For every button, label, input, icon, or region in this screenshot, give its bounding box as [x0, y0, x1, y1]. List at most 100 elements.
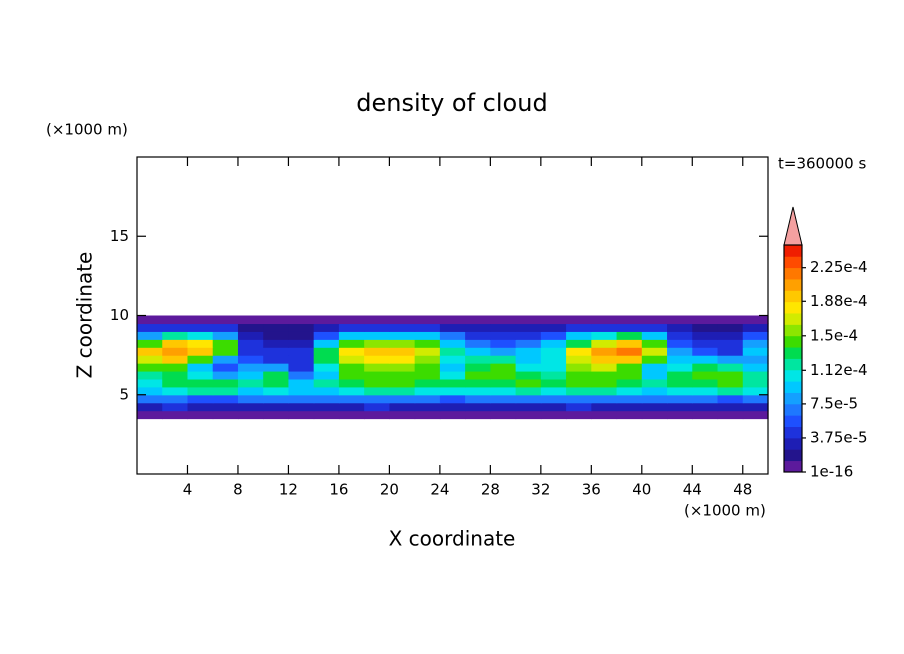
- cell: [667, 394, 693, 404]
- cell: [439, 315, 466, 325]
- cell: [338, 394, 365, 404]
- colorbar-frame: [783, 244, 803, 473]
- cell: [288, 363, 315, 372]
- cell: [439, 339, 466, 348]
- cell: [465, 323, 491, 332]
- cell: [137, 339, 163, 348]
- cell: [566, 323, 592, 332]
- cell: [439, 402, 466, 412]
- cell: [187, 323, 214, 332]
- cell: [742, 331, 769, 340]
- cell: [414, 378, 441, 388]
- cell: [364, 378, 390, 388]
- x-tick-label: 48: [733, 481, 752, 499]
- cell: [288, 315, 315, 325]
- cell: [566, 378, 592, 388]
- cell: [162, 355, 189, 364]
- cell: [667, 402, 693, 412]
- cell: [515, 339, 542, 348]
- cell: [212, 386, 239, 396]
- colorbar-box: [784, 460, 802, 473]
- cell: [742, 355, 769, 364]
- cell: [263, 347, 290, 356]
- colorbar-box: [784, 313, 802, 325]
- cell: [540, 402, 567, 412]
- x-tick-label: 36: [582, 481, 601, 499]
- cell: [540, 410, 567, 420]
- cell: [212, 331, 239, 340]
- cell: [364, 323, 390, 332]
- cell: [137, 355, 163, 364]
- cell: [717, 378, 744, 388]
- cell: [515, 355, 542, 364]
- cell: [212, 339, 239, 348]
- colorbar-box: [784, 335, 802, 348]
- cell: [641, 315, 668, 325]
- colorbar-overflow: [783, 206, 803, 246]
- cell: [263, 315, 290, 325]
- cell: [591, 339, 618, 348]
- y-tick-label: 15: [110, 227, 129, 245]
- cell: [162, 410, 189, 420]
- cell: [692, 410, 719, 420]
- cell: [717, 315, 744, 325]
- cell: [389, 323, 416, 332]
- cell: [137, 363, 163, 372]
- cell: [591, 402, 618, 412]
- cell: [263, 402, 290, 412]
- cell: [237, 355, 264, 364]
- cell: [288, 386, 315, 396]
- cell: [667, 315, 693, 325]
- cell: [162, 363, 189, 372]
- cell: [515, 315, 542, 325]
- x-tick-label: 28: [481, 481, 500, 499]
- cell: [162, 315, 189, 325]
- cell: [591, 410, 618, 420]
- cell: [490, 410, 517, 420]
- y-tick-label: 5: [119, 385, 129, 403]
- cell: [742, 402, 769, 412]
- cell: [364, 355, 390, 364]
- cell: [692, 386, 719, 396]
- cell: [692, 370, 719, 380]
- cell: [667, 339, 693, 348]
- y-unit: (×1000 m): [46, 121, 128, 139]
- cell: [515, 363, 542, 372]
- cell: [439, 386, 466, 396]
- cell: [465, 402, 491, 412]
- cell: [237, 378, 264, 388]
- cell: [313, 339, 340, 348]
- cell: [717, 386, 744, 396]
- cell: [465, 370, 491, 380]
- cell: [616, 363, 643, 372]
- cell: [414, 386, 441, 396]
- x-tick-label: 44: [683, 481, 702, 499]
- x-tick-label: 40: [632, 481, 651, 499]
- cell: [414, 315, 441, 325]
- cell: [212, 402, 239, 412]
- cell: [742, 323, 769, 332]
- cell: [288, 402, 315, 412]
- cell: [490, 315, 517, 325]
- cell: [692, 402, 719, 412]
- cell: [414, 347, 441, 356]
- colorbar-box: [784, 381, 802, 393]
- cell: [187, 363, 214, 372]
- colorbar-tick-label: 1.5e-4: [810, 326, 858, 344]
- cell: [364, 347, 390, 356]
- cell: [439, 331, 466, 340]
- cell: [641, 339, 668, 348]
- cell: [465, 347, 491, 356]
- cell: [490, 363, 517, 372]
- cell: [338, 347, 365, 356]
- cell: [692, 347, 719, 356]
- cell: [263, 410, 290, 420]
- cell: [187, 347, 214, 356]
- cell: [641, 410, 668, 420]
- cell: [263, 394, 290, 404]
- cell: [641, 347, 668, 356]
- cell: [641, 323, 668, 332]
- cell: [338, 315, 365, 325]
- x-tick-label: 24: [430, 481, 449, 499]
